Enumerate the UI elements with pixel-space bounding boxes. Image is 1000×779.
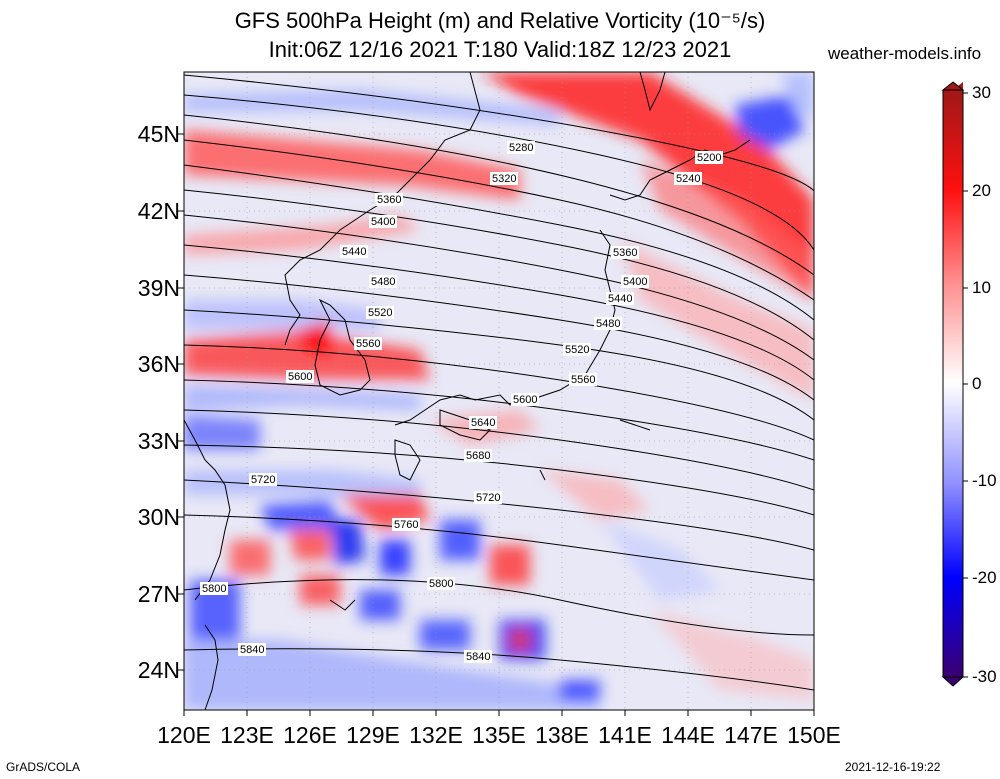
svg-text:5560: 5560 [356, 338, 380, 350]
svg-text:5800: 5800 [429, 578, 453, 590]
lat-label-33n: 33N [137, 428, 180, 454]
contour-label-5600-b: 5600 [511, 393, 539, 406]
svg-text:5680: 5680 [466, 450, 490, 462]
lon-label-144e: 144E [661, 722, 715, 748]
lon-label-129e: 129E [346, 722, 400, 748]
vorticity-shading [184, 72, 814, 710]
colorbar-label-30: 30 [972, 83, 991, 102]
site-label: weather-models.info [828, 44, 982, 63]
contour-label-5560: 5560 [354, 337, 382, 350]
svg-text:5640: 5640 [471, 417, 495, 429]
contour-label-5720-b: 5720 [474, 491, 502, 504]
contour-label-5280: 5280 [507, 141, 535, 154]
contour-label-5520: 5520 [366, 306, 394, 319]
svg-text:5440: 5440 [608, 293, 632, 305]
grads-credit: GrADS/COLA [6, 760, 81, 774]
contour-label-5400: 5400 [369, 215, 397, 228]
svg-text:5840: 5840 [240, 644, 264, 656]
map-grid [184, 72, 814, 710]
svg-text:5320: 5320 [492, 173, 516, 185]
svg-text:5240: 5240 [676, 173, 700, 185]
lon-label-141e: 141E [598, 722, 652, 748]
lon-label-120e: 120E [157, 722, 211, 748]
svg-text:5360: 5360 [613, 247, 637, 259]
lat-label-45n: 45N [137, 121, 180, 147]
svg-text:5280: 5280 [509, 142, 533, 154]
colorbar-label-minus20: -20 [972, 568, 997, 587]
lon-label-150e: 150E [787, 722, 841, 748]
lat-label-27n: 27N [137, 581, 180, 607]
colorbar [941, 81, 968, 687]
svg-text:5520: 5520 [565, 344, 589, 356]
height-contours [184, 74, 814, 691]
contour-label-5360: 5360 [375, 193, 403, 206]
svg-text:5200: 5200 [697, 152, 721, 164]
generated-timestamp: 2021-12-16-19:22 [845, 760, 941, 774]
contour-label-5320: 5320 [490, 172, 518, 185]
lat-label-42n: 42N [137, 198, 180, 224]
contour-label-5400-b: 5400 [621, 275, 649, 288]
contour-label-5640: 5640 [469, 416, 497, 429]
contour-label-5720: 5720 [249, 473, 277, 486]
svg-text:5520: 5520 [368, 307, 392, 319]
svg-text:5400: 5400 [371, 216, 395, 228]
svg-text:5840: 5840 [466, 651, 490, 663]
colorbar-label-minus30: -30 [972, 667, 997, 686]
svg-text:5800: 5800 [202, 583, 226, 595]
lat-label-39n: 39N [137, 275, 180, 301]
contour-label-5440-b: 5440 [606, 292, 634, 305]
lon-label-147e: 147E [724, 722, 778, 748]
svg-text:5560: 5560 [571, 374, 595, 386]
coastlines [184, 72, 751, 710]
lon-label-138e: 138E [535, 722, 589, 748]
svg-text:5360: 5360 [377, 194, 401, 206]
axis-ticks [178, 133, 815, 716]
contour-label-5560-b: 5560 [569, 373, 597, 386]
map-title-line1: GFS 500hPa Height (m) and Relative Vorti… [234, 8, 766, 33]
svg-text:5400: 5400 [623, 276, 647, 288]
svg-text:5720: 5720 [251, 474, 275, 486]
lat-label-36n: 36N [137, 351, 180, 377]
svg-text:5600: 5600 [288, 371, 312, 383]
lat-label-24n: 24N [137, 657, 180, 683]
svg-text:5720: 5720 [476, 492, 500, 504]
contour-label-5600: 5600 [286, 370, 314, 383]
map-title-line2: Init:06Z 12/16 2021 T:180 Valid:18Z 12/2… [268, 37, 732, 62]
colorbar-label-20: 20 [972, 181, 991, 200]
lon-label-132e: 132E [409, 722, 463, 748]
colorbar-bottom-cap [941, 676, 965, 687]
colorbar-label-minus10: -10 [972, 471, 997, 490]
contour-label-5360-b: 5360 [611, 246, 639, 259]
lon-label-123e: 123E [220, 722, 274, 748]
svg-text:5440: 5440 [342, 246, 366, 258]
lon-label-135e: 135E [472, 722, 526, 748]
lon-label-126e: 126E [283, 722, 337, 748]
contour-label-5240: 5240 [674, 172, 702, 185]
contour-label-5840-b: 5840 [464, 650, 492, 663]
svg-text:5760: 5760 [394, 519, 418, 531]
contour-label-5480-b: 5480 [594, 317, 622, 330]
colorbar-scale [942, 89, 964, 678]
svg-text:5480: 5480 [371, 276, 395, 288]
contour-label-5800: 5800 [200, 582, 228, 595]
svg-text:5600: 5600 [513, 394, 537, 406]
svg-text:5480: 5480 [596, 318, 620, 330]
contour-label-5440: 5440 [340, 245, 368, 258]
contour-label-5200: 5200 [695, 151, 723, 164]
contour-labels: 5200 5240 5280 5320 5360 5360 5400 5400 … [200, 141, 723, 663]
contour-label-5520-b: 5520 [563, 343, 591, 356]
contour-label-5800-b: 5800 [427, 577, 455, 590]
lat-label-30n: 30N [137, 504, 180, 530]
colorbar-label-0: 0 [972, 374, 982, 393]
colorbar-label-10: 10 [972, 278, 991, 297]
contour-label-5840: 5840 [238, 643, 266, 656]
contour-label-5680: 5680 [464, 449, 492, 462]
contour-label-5760: 5760 [392, 518, 420, 531]
contour-label-5480: 5480 [369, 275, 397, 288]
